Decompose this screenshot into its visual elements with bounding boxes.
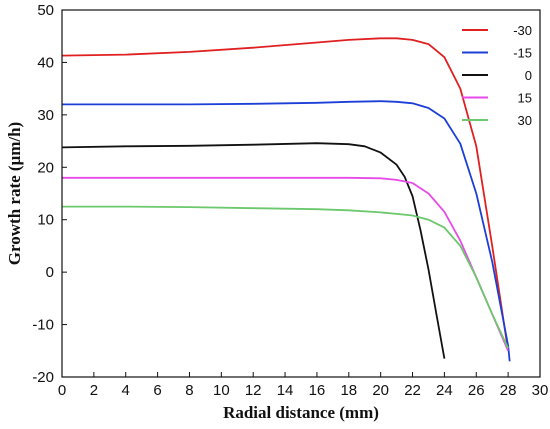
legend-label: -30 [513,23,532,38]
legend-label: 15 [518,91,532,106]
x-tick-label: 6 [153,382,161,399]
x-tick-label: 28 [500,382,517,399]
x-axis-ticks: 0 2 4 6 8 10 12 14 16 18 20 22 24 26 28 30 [58,372,549,399]
series-line--15 [62,100,511,362]
x-tick-label: 8 [185,382,193,399]
series-line-15 [62,176,509,352]
y-tick-label: 10 [37,212,54,229]
x-tick-label: 14 [277,382,294,399]
x-tick-label: 30 [532,382,549,399]
plot-frame [61,9,541,378]
x-tick-label: 0 [58,382,66,399]
x-tick-label: 16 [309,382,326,399]
legend-label: -15 [513,46,532,61]
x-tick-label: 26 [468,382,485,399]
x-tick-label: 4 [122,382,130,399]
y-axis-title: Growth rate (μm/h) [5,122,24,265]
y-tick-label: 40 [37,54,54,71]
plot-lines [61,37,511,362]
y-tick-label: 30 [37,107,54,124]
legend: -30 -15 0 15 30 [462,23,532,128]
x-tick-label: 20 [372,382,389,399]
y-axis-ticks: -20 -10 0 10 20 30 40 50 [32,2,67,386]
y-tick-label: 0 [46,264,54,281]
x-tick-label: 22 [404,382,421,399]
x-tick-label: 24 [436,382,453,399]
y-tick-label: 20 [37,159,54,176]
x-tick-label: 18 [340,382,357,399]
x-tick-label: 12 [245,382,262,399]
series-line--30 [61,37,509,351]
x-axis-title: Radial distance (mm) [223,403,379,422]
y-tick-label: 50 [37,2,54,19]
x-tick-label: 10 [213,382,230,399]
y-tick-label: -20 [32,369,54,386]
legend-label: 0 [525,68,532,83]
series-line-0 [61,142,446,359]
x-tick-label: 2 [90,382,98,399]
series-line-30 [62,205,509,349]
legend-label: 30 [518,113,532,128]
y-tick-label: -10 [32,317,54,334]
